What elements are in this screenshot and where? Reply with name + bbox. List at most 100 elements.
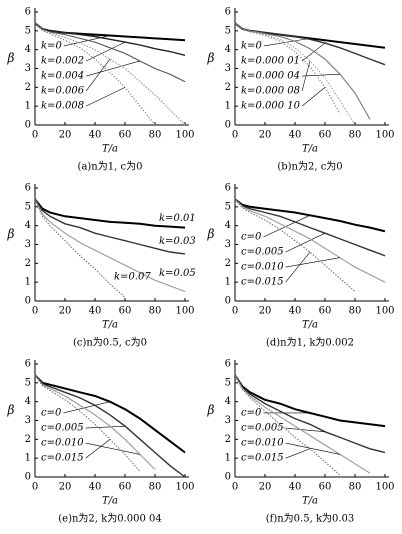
y-tick-label: 2	[25, 258, 31, 269]
leader-line	[285, 232, 326, 253]
x-tick-label: 40	[89, 130, 102, 141]
x-tick-label: 0	[232, 130, 238, 141]
y-tick-label: 5	[225, 201, 231, 212]
chart-title: (f)n为0.5, k为0.03	[266, 513, 355, 525]
y-tick-label: 0	[225, 472, 231, 483]
series-label: k=0.000 08	[241, 86, 300, 97]
y-tick-label: 0	[225, 120, 231, 131]
x-tick-label: 100	[375, 130, 394, 141]
x-tick-label: 60	[119, 130, 132, 141]
series-label: k=0.000 10	[241, 101, 301, 112]
line-series	[234, 198, 386, 257]
y-tick-label: 4	[225, 396, 231, 407]
x-axis-label: T/a	[102, 496, 118, 507]
x-tick-label: 60	[319, 130, 332, 141]
leader-line	[263, 38, 311, 47]
series-label: k=0.01	[159, 213, 196, 224]
x-tick-label: 20	[259, 482, 272, 493]
line-series	[234, 375, 371, 474]
y-tick-label: 0	[25, 296, 31, 307]
leader-line	[85, 87, 126, 107]
y-tick-label: 4	[25, 220, 31, 231]
series-label: c=0	[241, 407, 262, 418]
chart-title: (d)n为1, k为0.002	[266, 337, 354, 349]
line-series	[34, 375, 141, 472]
series-label: c=0.015	[241, 277, 284, 288]
series-label: k=0.05	[159, 268, 196, 279]
y-axis-label: β	[7, 51, 15, 65]
x-tick-label: 60	[119, 306, 132, 317]
x-axis-label: T/a	[102, 320, 118, 331]
x-tick-label: 0	[32, 482, 38, 493]
series-label: k=0.000 01	[241, 55, 300, 66]
x-tick-label: 100	[175, 482, 194, 493]
leader-line	[263, 215, 311, 238]
y-tick-label: 5	[225, 377, 231, 388]
series-label: k=0.008	[41, 101, 84, 112]
leader-line	[285, 448, 311, 459]
y-tick-label: 1	[25, 277, 31, 288]
y-tick-label: 2	[25, 82, 31, 93]
series-label: c=0.015	[41, 453, 84, 464]
y-tick-label: 1	[225, 277, 231, 288]
y-tick-label: 6	[225, 183, 231, 194]
x-axis-label: T/a	[302, 144, 318, 155]
series-label: k=0	[41, 40, 62, 51]
chart-title: (a)n为1, c为0	[78, 161, 143, 173]
leader-line	[85, 58, 111, 92]
y-axis-label: β	[7, 403, 15, 417]
series-label: c=0.010	[241, 438, 284, 449]
x-tick-label: 100	[375, 306, 394, 317]
y-tick-label: 2	[225, 258, 231, 269]
y-tick-label: 4	[225, 220, 231, 231]
y-tick-label: 5	[25, 201, 31, 212]
x-tick-label: 0	[32, 306, 38, 317]
y-axis-label: β	[207, 227, 215, 241]
line-series	[234, 198, 356, 292]
y-tick-label: 2	[225, 434, 231, 445]
y-tick-label: 6	[25, 7, 31, 18]
x-tick-label: 100	[175, 306, 194, 317]
x-tick-label: 0	[232, 482, 238, 493]
x-tick-label: 40	[289, 130, 302, 141]
chart-title: (e)n为2, k为0.000 04	[58, 513, 161, 525]
x-tick-label: 60	[319, 482, 332, 493]
x-tick-label: 20	[259, 306, 272, 317]
x-axis-label: T/a	[302, 496, 318, 507]
x-tick-label: 0	[32, 130, 38, 141]
x-tick-label: 20	[259, 130, 272, 141]
series-label: c=0.005	[41, 423, 84, 434]
series-label: k=0.002	[41, 55, 84, 66]
x-tick-label: 20	[59, 130, 72, 141]
line-series	[234, 22, 356, 126]
line-series	[34, 22, 186, 56]
leader-line	[85, 439, 111, 459]
x-tick-label: 20	[59, 482, 72, 493]
line-series	[234, 198, 386, 233]
series-label: k=0.03	[159, 236, 196, 247]
series-label: c=0	[41, 407, 62, 418]
line-series	[234, 374, 386, 428]
y-tick-label: 4	[25, 396, 31, 407]
leader-line	[285, 257, 341, 268]
leader-line	[285, 251, 311, 283]
y-tick-label: 3	[225, 63, 231, 74]
y-tick-label: 1	[225, 101, 231, 112]
y-tick-label: 3	[25, 63, 31, 74]
line-series	[234, 375, 341, 476]
y-tick-label: 2	[225, 82, 231, 93]
y-tick-label: 6	[225, 7, 231, 18]
y-tick-label: 4	[25, 44, 31, 55]
series-label: k=0.006	[41, 86, 85, 97]
leader-line	[285, 442, 341, 455]
series-label: c=0.005	[241, 247, 284, 258]
series-label: c=0.010	[241, 262, 284, 273]
x-tick-label: 100	[175, 130, 194, 141]
leader-line	[301, 42, 326, 62]
x-tick-label: 40	[89, 306, 102, 317]
y-tick-label: 1	[225, 453, 231, 464]
line-series	[34, 198, 186, 229]
line-series	[34, 199, 126, 298]
leader-line	[285, 427, 326, 433]
x-tick-label: 80	[149, 482, 162, 493]
